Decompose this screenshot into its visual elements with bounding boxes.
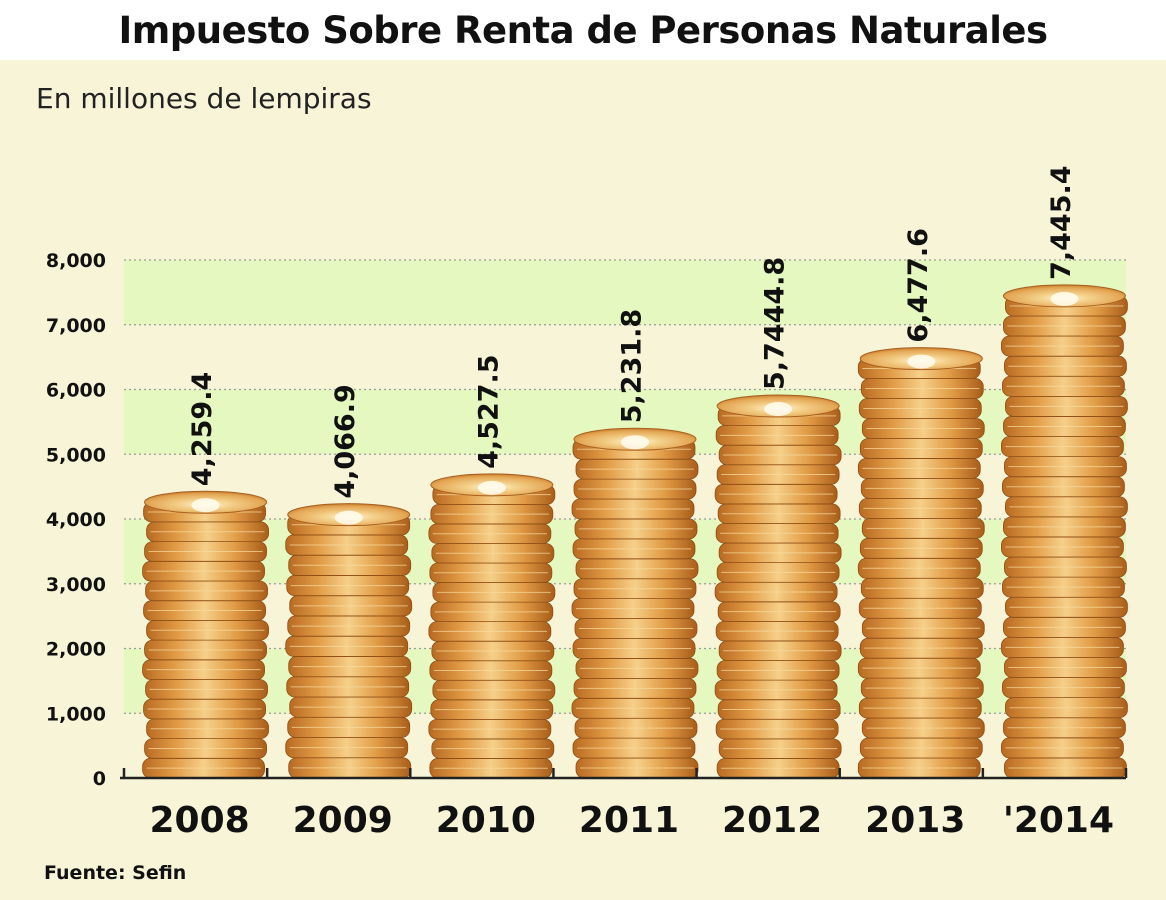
value-label: 6,477.6 xyxy=(903,228,934,342)
coin-stack-2011 xyxy=(571,427,699,779)
x-tick-label: 2012 xyxy=(722,800,822,841)
y-tick-label: 7,000 xyxy=(46,315,106,337)
y-tick-label: 2,000 xyxy=(46,639,106,661)
value-label: 4,066.9 xyxy=(330,384,361,498)
coin-stack-2012 xyxy=(714,394,842,779)
value-label: 7,445.4 xyxy=(1046,165,1077,279)
coin-stack-2009 xyxy=(285,503,413,779)
x-tick-label: 2011 xyxy=(579,800,679,841)
y-axis: 0 1,000 2,000 3,000 4,000 5,000 6,000 7,000 8,00… xyxy=(46,250,106,790)
chart-subtitle: En millones de lempiras xyxy=(36,82,372,115)
coin-stack-2008 xyxy=(142,490,269,779)
value-label: 5,7444.8 xyxy=(760,257,791,390)
value-label: 5,231.8 xyxy=(617,309,648,423)
coin-stack-2013 xyxy=(857,347,985,779)
coin-highlight xyxy=(764,402,793,417)
value-label: 4,527.5 xyxy=(473,354,504,468)
y-tick-label: 1,000 xyxy=(46,703,106,725)
grid-band xyxy=(124,260,1126,325)
x-tick-label: 2009 xyxy=(293,800,393,841)
y-tick-label: 5,000 xyxy=(46,444,106,466)
y-tick-label: 6,000 xyxy=(46,380,106,402)
y-tick-label: 0 xyxy=(93,768,106,790)
x-tick-label: 2010 xyxy=(436,800,536,841)
x-tick-label: 2008 xyxy=(149,800,249,841)
coin-highlight xyxy=(621,435,649,450)
coin-highlight xyxy=(477,480,506,495)
y-tick-label: 4,000 xyxy=(46,509,106,531)
y-tick-label: 3,000 xyxy=(46,574,106,596)
coin-highlight xyxy=(907,354,936,369)
coin-highlight xyxy=(334,510,363,525)
coin-highlight xyxy=(1050,291,1079,306)
coin-stacks xyxy=(142,284,1128,779)
coin-stack-2010 xyxy=(428,473,556,779)
source-note: Fuente: Sefin xyxy=(44,862,187,884)
coin-stack-2014 xyxy=(1001,284,1128,779)
value-labels: 4,259.4 4,066.9 4,527.5 5,231.8 5,7444.8 6,47… xyxy=(187,165,1077,498)
coin-highlight xyxy=(191,498,220,513)
value-label: 4,259.4 xyxy=(187,372,218,486)
x-tick-label: '2014 xyxy=(1003,800,1114,841)
x-axis: 2008 2009 2010 2011 2012 2013 '2014 xyxy=(120,768,1128,841)
x-tick-label: 2013 xyxy=(865,800,965,841)
chart-title: Impuesto Sobre Renta de Personas Natural… xyxy=(118,8,1048,52)
y-tick-label: 8,000 xyxy=(46,250,106,272)
